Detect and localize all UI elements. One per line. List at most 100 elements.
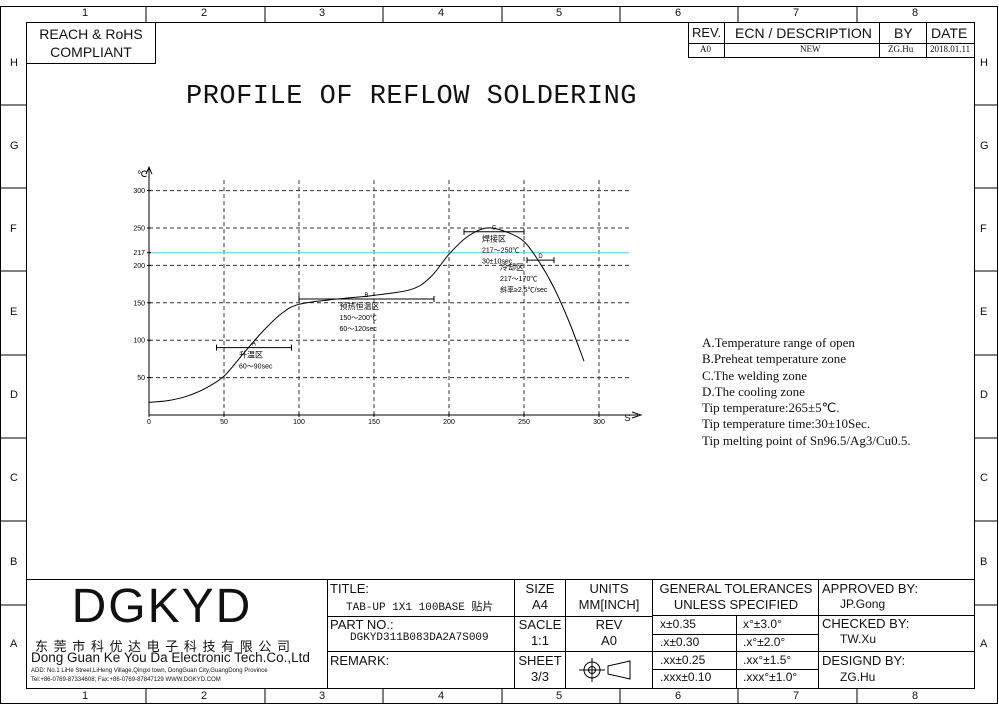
tolerance-header-1: GENERAL TOLERANCES	[659, 581, 813, 596]
tolerance-linear: .xxx±0.10	[660, 670, 712, 684]
title-block-lines	[26, 579, 975, 689]
zone-letter: H	[10, 57, 18, 69]
y-tick-label: 217	[133, 250, 145, 257]
zone-detail: 30±10sec	[482, 259, 513, 266]
y-tick-label: 50	[137, 375, 145, 382]
by-value: ZG.Hu	[888, 44, 914, 54]
zone-marker: C	[492, 226, 497, 232]
x-tick-label: 0	[147, 419, 151, 426]
compliance-box: REACH & RoHS COMPLIANT	[27, 23, 156, 64]
part-no-label: PART NO.:	[330, 617, 394, 632]
company-contact: Tel:+86-0769-87334608; Fax:+86-0769-8784…	[31, 677, 221, 683]
part-no-value: DGKYD311B083DA2A7S009	[350, 632, 489, 644]
zone-number: 2	[201, 690, 208, 702]
zone-marker: D	[538, 254, 543, 260]
units-label: UNITS	[589, 581, 629, 596]
y-tick-label: 150	[133, 300, 145, 307]
zone-number: 7	[793, 7, 800, 19]
reflow-curve	[148, 227, 585, 403]
ecn-header: ECN / DESCRIPTION	[735, 25, 872, 41]
zone-name: 焊接区	[482, 234, 506, 244]
scale-cell: SACLE 1:1	[515, 617, 565, 649]
checked-label: CHECKED BY:	[822, 616, 910, 631]
zone-number: 5	[556, 7, 563, 19]
rev-cell: REV A0	[566, 617, 652, 649]
zone-detail: 217～250℃	[482, 247, 519, 255]
ecn-value: NEW	[800, 44, 821, 54]
zone-letter: A	[10, 638, 18, 650]
zone-number: 2	[201, 7, 208, 19]
zone-letter: B	[10, 556, 18, 568]
note-line: D.The cooling zone	[702, 383, 805, 399]
zone-letter: C	[10, 472, 18, 484]
designed-value: ZG.Hu	[840, 670, 876, 684]
zone-letter: F	[980, 223, 987, 235]
tolerance-angular: .x°±2.0°	[743, 635, 786, 649]
x-tick-label: 200	[443, 419, 455, 426]
y-tick-label: 250	[133, 226, 145, 233]
zone-letter: D	[10, 389, 18, 401]
tolerance-angular: .xxx°±1.0°	[743, 670, 798, 684]
zone-number: 8	[912, 690, 919, 702]
tolerance-header: GENERAL TOLERANCES UNLESS SPECIFIED	[653, 581, 819, 613]
tolerance-linear: .x±0.30	[660, 635, 700, 649]
x-tick-label: 150	[368, 419, 380, 426]
zone-name: 预热恒温区	[340, 301, 380, 311]
checked-value: TW.Xu	[840, 632, 877, 646]
zone-detail: 60～90sec	[239, 364, 273, 371]
note-line: B.Preheat temperature zone	[702, 351, 847, 367]
y-tick-label: 300	[133, 188, 145, 195]
zone-number: 6	[675, 690, 682, 702]
zone-letter: H	[980, 57, 988, 69]
zone-number: 7	[793, 690, 800, 702]
zone-letter: E	[980, 306, 988, 318]
projection-symbol-icon	[579, 658, 631, 682]
revision-table-lines	[688, 23, 975, 58]
size-cell: SIZE A4	[515, 581, 565, 613]
zone-detail: 斜率≥2.5℃/sec	[500, 285, 548, 294]
zone-number: 8	[912, 7, 919, 19]
x-tick-label: 300	[593, 419, 605, 426]
zone-number: 4	[438, 690, 445, 702]
zone-name: 冷却区	[500, 262, 524, 272]
note-line: Tip temperature:265±5℃.	[702, 400, 840, 416]
zone-name: 升温区	[239, 351, 263, 360]
x-tick-label: 50	[220, 419, 228, 426]
zone-letter: D	[980, 389, 988, 401]
rev-label: REV	[595, 617, 623, 632]
note-line: A.Temperature range of open	[702, 335, 855, 350]
designed-label: DESIGND BY:	[822, 653, 906, 668]
rev-value-tb: A0	[601, 633, 617, 648]
remark-label: REMARK:	[330, 653, 390, 668]
date-header: DATE	[931, 25, 968, 41]
zone-letter: G	[980, 140, 989, 152]
note-line: Tip melting point of Sn96.5/Ag3/Cu0.5.	[702, 432, 911, 448]
note-line: Tip temperature time:30±10Sec.	[702, 416, 871, 432]
zone-number: 3	[319, 690, 326, 702]
rev-value: A0	[700, 44, 711, 54]
tolerance-linear: .xx±0.25	[660, 653, 706, 667]
approved-label: APPROVED BY:	[822, 581, 919, 596]
y-tick-label: 200	[133, 263, 145, 270]
zone-letter: F	[10, 223, 17, 235]
y-tick-label: 100	[133, 338, 145, 345]
zone-letter: G	[10, 140, 19, 152]
drawing-title: PROFILE OF REFLOW SOLDERING	[186, 82, 637, 112]
zone-number: 4	[438, 7, 445, 19]
units-cell: UNITS MM[INCH]	[566, 581, 652, 613]
title-value: TAB-UP 1X1 100BASE 贴片	[346, 602, 494, 614]
company-name-en: Dong Guan Ke You Da Electronic Tech.Co.,…	[31, 650, 310, 665]
zone-number: 1	[82, 7, 89, 19]
units-value: MM[INCH]	[578, 597, 640, 612]
zone-number: 5	[556, 690, 563, 702]
rev-header: REV.	[692, 25, 722, 40]
compliance-line1: REACH & RoHS	[39, 26, 143, 42]
reflow-profile-chart: ℃ S 0 50 100 150 200 250 300 50 100 150 200 217 250 300…	[133, 165, 643, 426]
zone-letter: B	[980, 556, 988, 568]
x-axis-unit: S	[625, 413, 631, 423]
approved-value: JP.Gong	[840, 597, 886, 611]
tolerance-header-2: UNLESS SPECIFIED	[673, 597, 799, 612]
compliance-line2: COMPLIANT	[50, 44, 132, 60]
zone-marker: A	[252, 342, 256, 348]
